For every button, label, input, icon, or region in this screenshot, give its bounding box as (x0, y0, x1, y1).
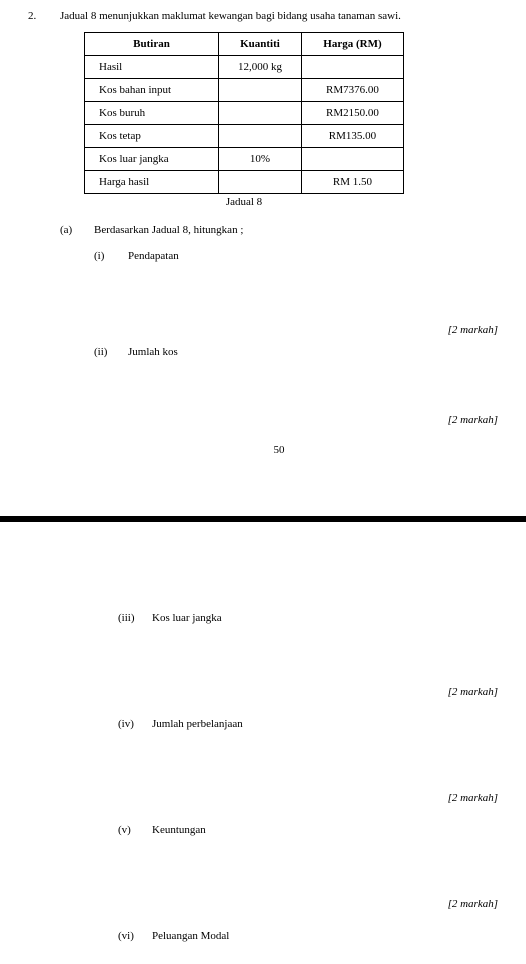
part-iii-text: Kos luar jangka (152, 612, 498, 624)
cell-harga: RM2150.00 (301, 102, 403, 125)
jadual-8-table: Butiran Kuantiti Harga (RM) Hasil 12,000… (84, 32, 404, 194)
sub-a-body: Berdasarkan Jadual 8, hitungkan ; (i) Pe… (94, 224, 498, 436)
table-row: Kos bahan input RM7376.00 (85, 79, 404, 102)
cell-harga: RM 1.50 (301, 171, 403, 194)
cell-kuantiti: 10% (218, 148, 301, 171)
cell-butiran: Harga hasil (85, 171, 219, 194)
table-row: Hasil 12,000 kg (85, 56, 404, 79)
sub-a-row: (a) Berdasarkan Jadual 8, hitungkan ; (i… (60, 224, 498, 436)
cell-butiran: Kos buruh (85, 102, 219, 125)
part-vi-row: (vi) Peluangan Modal (118, 930, 498, 942)
question-number: 2. (28, 10, 42, 456)
question-row: 2. Jadual 8 menunjukkan maklumat kewanga… (28, 10, 498, 456)
question-intro: Jadual 8 menunjukkan maklumat kewangan b… (60, 10, 498, 22)
table-caption: Jadual 8 (84, 196, 404, 208)
part-iv-label: (iv) (118, 718, 142, 730)
marks-label: [2 markah] (94, 414, 498, 426)
sub-a-text: Berdasarkan Jadual 8, hitungkan ; (94, 224, 498, 236)
question-body: Jadual 8 menunjukkan maklumat kewangan b… (60, 10, 498, 456)
part-ii-label: (ii) (94, 346, 118, 358)
part-i-label: (i) (94, 250, 118, 262)
marks-label: [2 markah] (118, 792, 498, 804)
spacer (118, 708, 498, 718)
spacer (118, 814, 498, 824)
page-number: 50 (60, 444, 498, 456)
spacer (118, 920, 498, 930)
part-iii-label: (iii) (118, 612, 142, 624)
part-ii-text: Jumlah kos (128, 346, 498, 358)
cell-butiran: Hasil (85, 56, 219, 79)
cell-kuantiti (218, 125, 301, 148)
th-harga: Harga (RM) (301, 33, 403, 56)
table-row: Harga hasil RM 1.50 (85, 171, 404, 194)
page-gap (0, 476, 526, 516)
cell-butiran: Kos luar jangka (85, 148, 219, 171)
part-vi-label: (vi) (118, 930, 142, 942)
marks-label: [2 markah] (118, 686, 498, 698)
part-v-text: Keuntungan (152, 824, 498, 836)
answer-gap (118, 732, 498, 788)
answer-gap (94, 360, 498, 410)
th-butiran: Butiran (85, 33, 219, 56)
part-iv-row: (iv) Jumlah perbelanjaan (118, 718, 498, 730)
cell-kuantiti: 12,000 kg (218, 56, 301, 79)
page-2: (iii) Kos luar jangka [2 markah] (iv) Ju… (0, 522, 526, 964)
marks-label: [2 markah] (94, 324, 498, 336)
answer-gap (94, 264, 498, 320)
part-iv-text: Jumlah perbelanjaan (152, 718, 498, 730)
cell-harga: RM135.00 (301, 125, 403, 148)
sub-a-label: (a) (60, 224, 78, 436)
cell-butiran: Kos bahan input (85, 79, 219, 102)
th-kuantiti: Kuantiti (218, 33, 301, 56)
table-row: Kos buruh RM2150.00 (85, 102, 404, 125)
part-iii-row: (iii) Kos luar jangka (118, 612, 498, 624)
cell-kuantiti (218, 102, 301, 125)
cell-kuantiti (218, 171, 301, 194)
answer-gap (118, 626, 498, 682)
table-row: Kos tetap RM135.00 (85, 125, 404, 148)
answer-gap (118, 838, 498, 894)
cell-butiran: Kos tetap (85, 125, 219, 148)
cell-harga (301, 148, 403, 171)
spacer (94, 236, 498, 250)
part-vi-text: Peluangan Modal (152, 930, 498, 942)
part-i-text: Pendapatan (128, 250, 498, 262)
marks-label: [2 markah] (118, 898, 498, 910)
part-v-row: (v) Keuntungan (118, 824, 498, 836)
parts-continued: (iii) Kos luar jangka [2 markah] (iv) Ju… (118, 612, 498, 942)
page-1: 2. Jadual 8 menunjukkan maklumat kewanga… (0, 0, 526, 476)
part-ii-row: (ii) Jumlah kos (94, 346, 498, 358)
part-i-row: (i) Pendapatan (94, 250, 498, 262)
part-v-label: (v) (118, 824, 142, 836)
cell-harga (301, 56, 403, 79)
table-header-row: Butiran Kuantiti Harga (RM) (85, 33, 404, 56)
cell-kuantiti (218, 79, 301, 102)
table-row: Kos luar jangka 10% (85, 148, 404, 171)
cell-harga: RM7376.00 (301, 79, 403, 102)
